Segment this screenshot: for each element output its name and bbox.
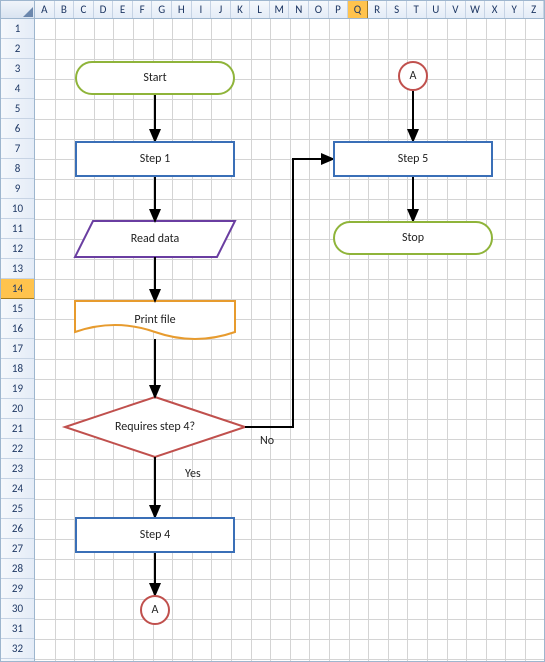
- column-header[interactable]: B: [55, 1, 75, 18]
- column-header[interactable]: E: [113, 1, 133, 18]
- column-header[interactable]: N: [289, 1, 309, 18]
- column-header[interactable]: V: [446, 1, 466, 18]
- cell-grid[interactable]: [35, 19, 544, 661]
- row-header[interactable]: 17: [1, 339, 34, 359]
- column-header[interactable]: X: [485, 1, 505, 18]
- row-header[interactable]: 14: [1, 279, 34, 299]
- row-header[interactable]: 24: [1, 479, 34, 499]
- row-header[interactable]: 11: [1, 219, 34, 239]
- column-header[interactable]: F: [133, 1, 153, 18]
- row-header[interactable]: 4: [1, 79, 34, 99]
- row-header[interactable]: 26: [1, 519, 34, 539]
- column-header[interactable]: O: [309, 1, 329, 18]
- select-all-corner[interactable]: [1, 1, 35, 18]
- column-header[interactable]: Y: [505, 1, 525, 18]
- row-header[interactable]: 23: [1, 459, 34, 479]
- row-header[interactable]: 12: [1, 239, 34, 259]
- row-header[interactable]: 28: [1, 559, 34, 579]
- row-header[interactable]: 18: [1, 359, 34, 379]
- row-header-column: 1234567891011121314151617181920212223242…: [1, 19, 35, 661]
- row-header[interactable]: 22: [1, 439, 34, 459]
- column-header-row: ABCDEFGHIJKLMNOPQRSTUVWXYZ: [1, 1, 544, 19]
- row-header[interactable]: 16: [1, 319, 34, 339]
- row-header[interactable]: 20: [1, 399, 34, 419]
- row-header[interactable]: 21: [1, 419, 34, 439]
- column-header[interactable]: P: [329, 1, 349, 18]
- column-header[interactable]: C: [74, 1, 94, 18]
- column-header[interactable]: Q: [348, 1, 368, 18]
- row-header[interactable]: 30: [1, 599, 34, 619]
- row-header[interactable]: 5: [1, 99, 34, 119]
- row-header[interactable]: 19: [1, 379, 34, 399]
- column-header[interactable]: L: [250, 1, 270, 18]
- row-header[interactable]: 7: [1, 139, 34, 159]
- row-header[interactable]: 27: [1, 539, 34, 559]
- spreadsheet-canvas: ABCDEFGHIJKLMNOPQRSTUVWXYZ 1234567891011…: [0, 0, 545, 662]
- column-header[interactable]: G: [152, 1, 172, 18]
- column-header[interactable]: J: [211, 1, 231, 18]
- column-header[interactable]: S: [387, 1, 407, 18]
- row-header[interactable]: 25: [1, 499, 34, 519]
- row-header[interactable]: 10: [1, 199, 34, 219]
- column-header[interactable]: R: [368, 1, 388, 18]
- row-header[interactable]: 9: [1, 179, 34, 199]
- row-header[interactable]: 3: [1, 59, 34, 79]
- row-header[interactable]: 1: [1, 19, 34, 39]
- column-header[interactable]: H: [172, 1, 192, 18]
- column-header[interactable]: D: [94, 1, 114, 18]
- row-header[interactable]: 13: [1, 259, 34, 279]
- row-header[interactable]: 31: [1, 619, 34, 639]
- row-header[interactable]: 2: [1, 39, 34, 59]
- column-header[interactable]: I: [192, 1, 212, 18]
- row-header[interactable]: 8: [1, 159, 34, 179]
- column-header[interactable]: U: [427, 1, 447, 18]
- column-header[interactable]: T: [407, 1, 427, 18]
- column-header[interactable]: M: [270, 1, 290, 18]
- row-header[interactable]: 15: [1, 299, 34, 319]
- row-header[interactable]: 32: [1, 639, 34, 659]
- column-header[interactable]: A: [35, 1, 55, 18]
- column-header[interactable]: K: [231, 1, 251, 18]
- column-header[interactable]: Z: [524, 1, 544, 18]
- column-header[interactable]: W: [466, 1, 486, 18]
- row-header[interactable]: 29: [1, 579, 34, 599]
- row-header[interactable]: 6: [1, 119, 34, 139]
